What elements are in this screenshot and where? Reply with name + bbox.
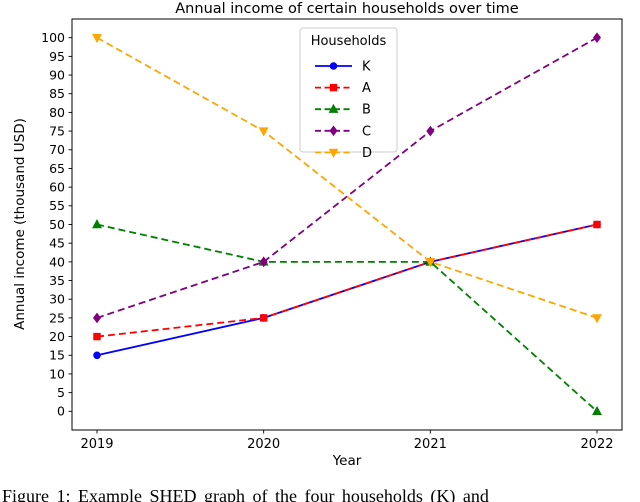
y-tick-label: 15: [49, 348, 65, 363]
marker-diamond: [592, 32, 602, 44]
y-tick-label: 70: [49, 142, 65, 157]
marker-triangle-up: [328, 103, 339, 113]
marker-triangle-up: [592, 405, 602, 416]
marker-triangle-down: [92, 33, 102, 44]
x-tick-label: 2021: [414, 437, 447, 452]
y-tick-label: 20: [49, 329, 65, 344]
y-tick-label: 65: [49, 161, 65, 176]
y-tick-label: 40: [49, 254, 65, 269]
y-tick-label: 45: [49, 236, 65, 251]
plot-svg: 0 5 10 15 20 25 30 35 40 45 50 55 60 65 70 75 80 85 90 95 10…: [41, 18, 623, 452]
series-line-A: [96, 223, 598, 338]
legend-label: C: [362, 124, 371, 139]
marker-diamond: [92, 312, 102, 324]
y-tick-label: 0: [57, 404, 65, 419]
series-D: [92, 33, 602, 324]
y-tick-label: 75: [49, 123, 65, 138]
figure-caption: Figure 1: Example SHED graph of the four…: [2, 486, 489, 502]
marker-circle: [93, 351, 101, 360]
x-axis-ticks: 2019 2020 2021 2022: [80, 430, 614, 452]
marker-square: [329, 83, 338, 92]
y-tick-label: 95: [49, 49, 65, 64]
y-tick-label: 100: [41, 30, 65, 45]
marker-diamond: [329, 125, 338, 137]
y-tick-label: 80: [49, 105, 65, 120]
series-B: [92, 219, 602, 416]
x-tick-label: 2019: [80, 437, 113, 452]
marker-circle: [329, 62, 338, 70]
series-A: [93, 220, 601, 341]
legend-item-K: K: [315, 60, 371, 75]
y-tick-label: 25: [49, 310, 65, 325]
y-tick-label: 10: [49, 366, 65, 381]
x-axis-label: Year: [332, 453, 362, 469]
y-tick-label: 30: [49, 292, 65, 307]
marker-triangle-down: [425, 258, 436, 268]
legend-label: D: [362, 146, 372, 161]
y-tick-label: 50: [49, 217, 65, 232]
y-tick-label: 60: [49, 180, 65, 195]
legend-title: Households: [311, 34, 387, 49]
y-tick-label: 85: [49, 86, 65, 101]
y-tick-label: 5: [57, 385, 65, 400]
series-line-D: [96, 36, 598, 319]
legend-label: A: [362, 81, 371, 96]
series-line-C: [96, 36, 598, 319]
y-tick-label: 35: [49, 273, 65, 288]
marker-triangle-down: [328, 148, 339, 158]
marker-square: [593, 220, 601, 229]
y-tick-label: 55: [49, 198, 65, 213]
marker-diamond: [259, 256, 268, 268]
legend-item-D: D: [315, 146, 372, 161]
x-tick-label: 2020: [247, 437, 280, 452]
y-tick-label: 90: [49, 67, 65, 82]
x-tick-label: 2022: [580, 437, 613, 452]
legend-item-A: A: [315, 81, 371, 96]
marker-diamond: [426, 125, 435, 137]
marker-triangle-up: [92, 219, 102, 229]
legend-item-B: B: [315, 103, 371, 118]
legend-label: B: [362, 103, 371, 118]
legend-item-C: C: [315, 124, 371, 139]
marker-triangle-down: [258, 127, 269, 137]
legend-label: K: [362, 60, 371, 75]
series-C: [92, 32, 602, 324]
marker-square: [93, 332, 101, 341]
series-line-B: [96, 223, 598, 412]
y-axis-ticks: 0 5 10 15 20 25 30 35 40 45 50 55 60 65 70 75 80 85 90 95 10…: [41, 30, 72, 419]
marker-square: [259, 314, 268, 322]
chart-title: Annual income of certain households over…: [175, 1, 519, 17]
marker-triangle-down: [592, 314, 602, 324]
